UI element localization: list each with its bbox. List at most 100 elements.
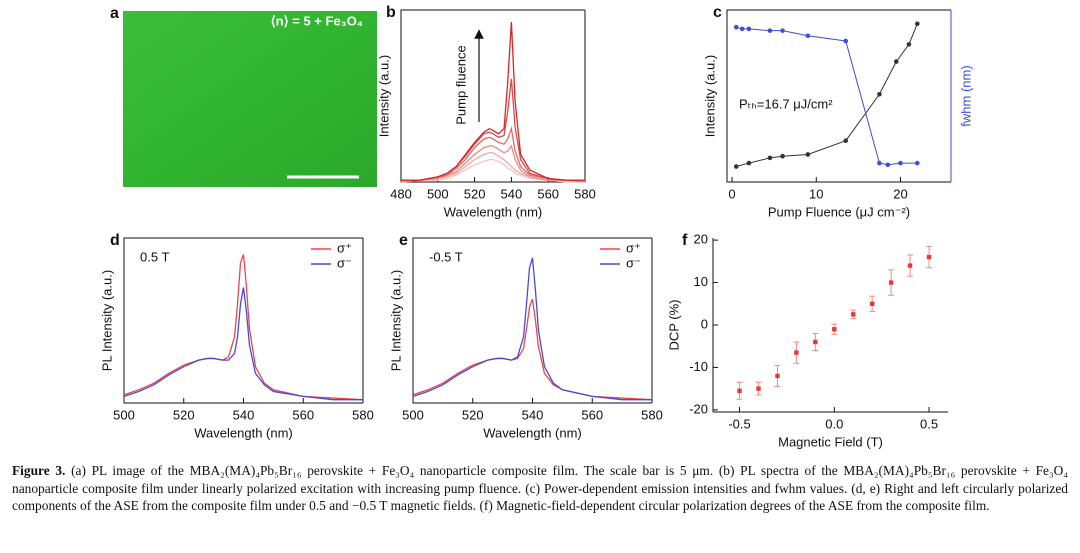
x-tick-label: 0.0 [825,416,843,431]
y-axis-label: DCP (%) [666,299,681,350]
series-line [123,254,364,401]
panel-label: e [399,232,408,249]
panel-label: c [713,4,722,21]
data-point [843,138,849,144]
data-point [893,59,899,64]
data-point [843,38,849,44]
series-line [401,126,585,181]
x-tick-label: 520 [462,407,484,422]
series-line [736,23,918,168]
x-tick-label: 560 [292,407,314,422]
data-point [906,42,912,47]
data-point [885,162,891,168]
x-axis-label: Wavelength (nm) [444,204,543,219]
data-point [805,33,811,39]
caption-text: (a) PL image of the MBA₂(MA)₄Pb₅Br₁₆ per… [12,463,1068,514]
data-point [756,386,761,391]
data-point [739,26,745,32]
x-axis-label: Wavelength (nm) [483,425,582,440]
x-tick-label: 520 [173,407,195,422]
x-axis-label: Magnetic Field (T) [778,434,883,449]
x-tick-label: 540 [501,186,523,201]
data-point [888,280,894,285]
y-tick-label: 20 [694,232,708,247]
x-tick-label: 0.5 [920,416,938,431]
x-tick-label: 540 [233,407,255,422]
x-tick-label: 580 [352,407,374,422]
data-point [805,152,811,157]
data-point [737,388,742,393]
x-tick-label: 560 [581,407,603,422]
data-point [746,26,752,32]
x-tick-label: 540 [522,407,544,422]
data-point [780,153,785,159]
x-tick-label: 500 [402,407,424,422]
data-point [877,160,882,166]
axes-frame [726,9,951,183]
data-point [746,160,752,166]
annotation: Pₜₕ=16.7 μJ/cm² [739,96,833,111]
x-tick-label: 500 [113,407,135,422]
legend-label: σ⁻ [626,255,641,270]
data-point [780,28,785,33]
data-point [767,28,773,33]
figure: a ⟨n⟩ = 5 + Fe₃O₄ b 480 500 520 540 560 580 Wavel… [99,4,973,449]
data-point [915,160,920,166]
panel-label: b [386,4,396,21]
x-tick-label: 20 [893,186,907,201]
series-line [400,158,585,183]
y-axis-label: PL Intensity (a.u.) [99,270,114,371]
series-line [401,22,585,181]
y-tick-label: -20 [689,401,708,416]
series-line [400,152,586,183]
data-point [767,155,773,161]
x-tick-label: 0 [728,186,735,201]
caption-label: Figure 3. [12,463,66,478]
series-line [123,287,363,401]
data-point [733,164,739,169]
panel-label: d [110,232,120,249]
data-point [813,339,818,345]
data-point [775,373,780,379]
data-point [926,254,932,260]
series-line [412,257,652,401]
data-point [733,24,739,30]
panel-label: f [682,232,688,249]
x-tick-label: 520 [464,186,486,201]
y-tick-label: -10 [689,359,708,374]
data-point [869,301,875,306]
panel-label: a [110,5,119,22]
x-tick-label: 500 [427,186,449,201]
annotation: -0.5 T [429,249,463,264]
series-line [400,144,586,183]
series-line [412,298,653,401]
y-axis-label: Intensity (a.u.) [376,55,391,137]
image-annotation: ⟨n⟩ = 5 + Fe₃O₄ [271,13,363,28]
data-point [832,327,837,332]
legend-label: σ⁺ [626,240,641,255]
y-tick-label: 0 [701,316,708,331]
micrograph [123,11,377,187]
x-tick-label: 580 [574,186,596,201]
x-axis-label: Wavelength (nm) [194,425,293,440]
x-axis-label: Pump Fluence (μJ cm⁻²) [768,204,910,219]
x-tick-label: 10 [809,186,823,201]
y-axis-label: Intensity (a.u.) [702,55,717,137]
axes-frame [400,9,585,183]
data-point [898,160,903,166]
legend-label: σ⁻ [337,255,352,270]
data-point [877,91,882,97]
x-tick-label: 580 [641,407,663,422]
figure-caption: Figure 3. (a) PL image of the MBA₂(MA)₄P… [12,462,1068,515]
y2-axis-label: fwhm (nm) [958,65,973,126]
x-tick-label: 560 [537,186,559,201]
legend-label: σ⁺ [337,240,352,255]
data-point [851,312,856,317]
x-tick-label: -0.5 [728,416,750,431]
x-tick-label: 480 [390,186,412,201]
y-axis-label: PL Intensity (a.u.) [388,270,403,371]
annotation: Pump fluence [453,45,468,125]
data-point [907,263,913,268]
